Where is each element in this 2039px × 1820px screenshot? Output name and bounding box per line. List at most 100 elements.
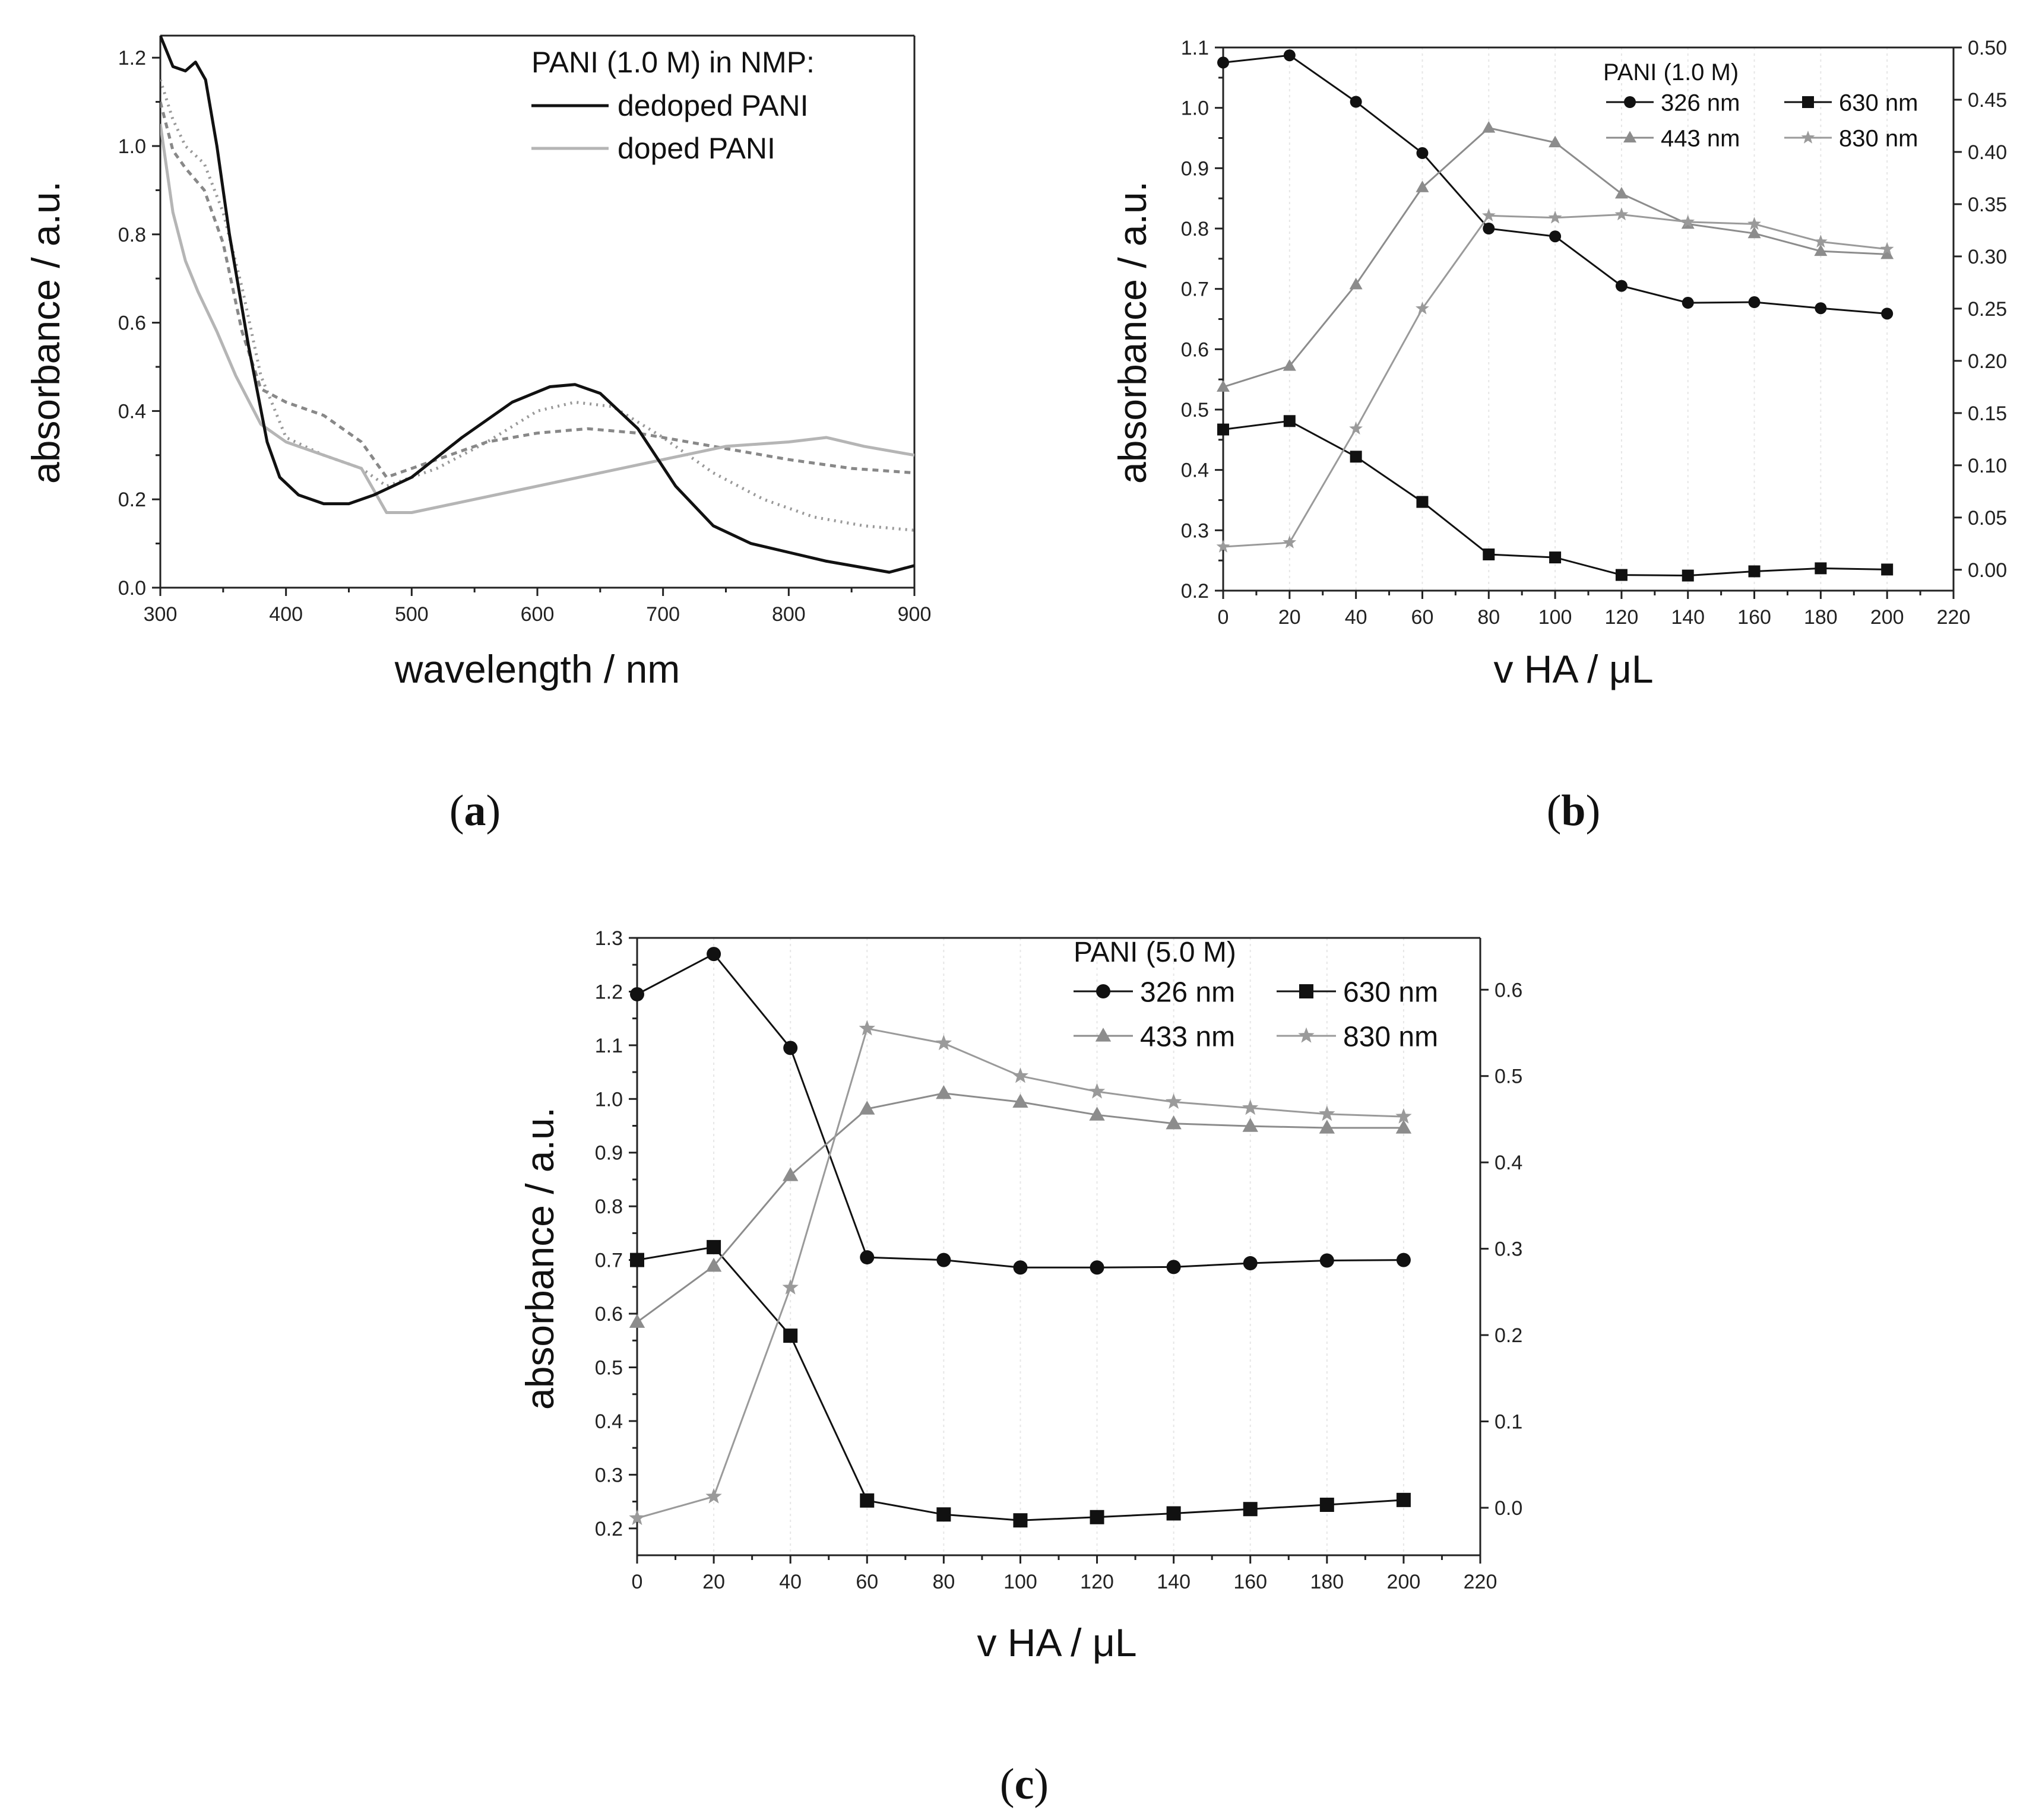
panel-b-x-tick-label: 120	[1605, 606, 1639, 629]
panel-c-triangle-point	[705, 1257, 722, 1272]
panel-b-y-tick-label: 0.4	[1181, 459, 1209, 482]
panel-c-square-point	[1090, 1510, 1104, 1524]
panel-c: 0 20 40 60 80 100 120 140 160 180 200 220 0.2 0.3 0.4 0…	[518, 927, 1522, 1809]
panel-b-star-point	[1416, 301, 1429, 315]
panel-b-y-tick-label: 0.6	[1181, 338, 1209, 361]
panel-b-x-tick-label: 200	[1870, 606, 1904, 629]
panel-c-square-point	[936, 1507, 951, 1522]
panel-b-legend-label: 443 nm	[1661, 125, 1740, 151]
panel-b-square-point	[1881, 563, 1894, 576]
panel-c-x-tick-label: 200	[1387, 1571, 1421, 1593]
panel-a-series-doped-pani	[160, 123, 914, 514]
panel-c-y-tick-label: 0.8	[595, 1196, 623, 1218]
panel-b-triangle-point	[1814, 244, 1828, 256]
panel-b-y-tick-label: 1.0	[1181, 97, 1209, 120]
panel-a-x-tick-label: 700	[646, 603, 680, 626]
panel-a-y-tick-label: 0.6	[118, 312, 146, 335]
panel-b-triangle-point	[1217, 380, 1230, 392]
panel-b-legend-star-marker	[1801, 131, 1815, 144]
panel-c-star-point	[935, 1035, 952, 1051]
panel-b-legend-label: 830 nm	[1839, 125, 1918, 151]
panel-c-circle-point	[707, 947, 721, 962]
panel-a-y-tick-label: 1.0	[118, 135, 146, 158]
panel-b-y2-tick-label: 0.50	[1968, 37, 2007, 59]
panel-a-legend-title: PANI (1.0 M) in NMP:	[531, 46, 815, 79]
panel-b-x-tick-label: 80	[1477, 606, 1500, 629]
panel-c-x-tick-label: 20	[702, 1571, 725, 1593]
panel-b-star-point	[1614, 207, 1629, 221]
panel-a-y-tick-label: 0.2	[118, 489, 146, 511]
panel-b-triangle-point	[1349, 277, 1363, 290]
panel-b-y-tick-label: 0.2	[1181, 580, 1209, 603]
panel-b-triangle-point	[1283, 359, 1296, 371]
panel-c-y-tick-label: 0.6	[595, 1303, 623, 1326]
panel-b-star-point	[1880, 242, 1894, 255]
panel-b-legend-circle-marker	[1624, 96, 1636, 108]
panel-b-triangle-point	[1614, 186, 1628, 199]
panel-b-y-tick-label: 0.9	[1181, 157, 1209, 180]
panel-b-letter: b	[1561, 787, 1585, 835]
panel-c-x-tick-label: 180	[1310, 1571, 1344, 1593]
panel-b-circle-point	[1881, 307, 1894, 320]
panel-b-y2-tick-label: 0.20	[1968, 350, 2007, 373]
panel-c-legend-label: 433 nm	[1140, 1021, 1235, 1052]
panel-c-y-tick-label: 0.2	[595, 1518, 623, 1540]
panel-b-star-point	[1283, 535, 1297, 548]
panel-b-circle-point	[1416, 147, 1429, 159]
panel-c-circle-point	[630, 987, 644, 1001]
panel-c-y2-tick-label: 0.5	[1495, 1066, 1522, 1088]
panel-c-circle-point	[860, 1250, 875, 1265]
panel-c-triangle-point	[1319, 1120, 1335, 1134]
panel-a-legend-doped-label: doped PANI	[618, 132, 775, 165]
panel-b-square-point	[1217, 423, 1229, 436]
panel-c-triangle-point	[629, 1314, 645, 1328]
panel-b-star-point	[1349, 421, 1363, 435]
panel-c-legend-title: PANI (5.0 M)	[1074, 937, 1236, 968]
panel-b-square-point	[1615, 569, 1628, 581]
panel-b: 0 20 40 60 80 100 120 140 160 180 200 2200.20.30.40…	[1110, 37, 2007, 835]
panel-b-y2-tick-label: 0.40	[1968, 141, 2007, 164]
panel-b-circle-point	[1682, 297, 1694, 309]
panel-c-y-tick-label: 0.7	[595, 1250, 623, 1272]
panel-c-circle-point	[1396, 1253, 1411, 1267]
panel-c-triangle-point	[1242, 1118, 1258, 1132]
panel-b-x-tick-label: 40	[1345, 606, 1367, 629]
panel-b-x-tick-label: 60	[1411, 606, 1434, 629]
panel-b-x-tick-label: 160	[1737, 606, 1771, 629]
panel-c-xlabel: v HA / μL	[977, 1621, 1136, 1664]
panel-c-y-tick-label: 0.5	[595, 1356, 623, 1379]
panel-c-triangle-point	[782, 1167, 799, 1181]
panel-c-triangle-point	[1395, 1120, 1412, 1134]
panel-c-legend-square-marker	[1299, 984, 1313, 998]
panel-c-x-tick-label: 160	[1233, 1571, 1267, 1593]
panel-b-x-tick-label: 0	[1218, 606, 1229, 629]
panel-b-x-tick-label: 100	[1538, 606, 1572, 629]
panel-b-y-tick-label: 0.5	[1181, 399, 1209, 421]
panel-b-y-tick-label: 0.8	[1181, 218, 1209, 240]
panel-c-star-point	[782, 1279, 799, 1295]
panel-c-x-tick-label: 0	[632, 1571, 643, 1593]
panel-c-triangle-point	[859, 1101, 875, 1115]
panel-b-legend-square-marker	[1802, 96, 1814, 108]
panel-b-square-point	[1416, 496, 1429, 508]
panel-b-triangle-point	[1482, 121, 1496, 133]
panel-b-y2-tick-label: 0.30	[1968, 246, 2007, 268]
panel-b-star-point	[1548, 210, 1562, 224]
panel-b-square-point	[1682, 569, 1694, 582]
panel-b-y2-tick-label: 0.25	[1968, 298, 2007, 321]
panel-c-square-point	[630, 1253, 644, 1267]
panel-c-circle-point	[783, 1041, 798, 1055]
panel-b-star-point	[1481, 208, 1496, 221]
panel-c-circle-point	[1013, 1260, 1028, 1275]
panel-c-square-point	[1166, 1506, 1181, 1521]
panel-b-ylabel: absorbance / a.u.	[1110, 181, 1154, 484]
panel-b-circle-point	[1483, 223, 1495, 234]
panel-b-triangle-point	[1549, 135, 1562, 148]
panel-c-square-point	[1243, 1502, 1258, 1517]
panel-c-legend-label: 630 nm	[1343, 976, 1438, 1008]
panel-c-square-point	[1319, 1497, 1334, 1512]
panel-b-square-point	[1748, 565, 1761, 578]
panel-c-label: (c)	[1000, 1760, 1049, 1809]
panel-c-y2-tick-label: 0.3	[1495, 1238, 1522, 1261]
panel-c-star-point	[1165, 1093, 1182, 1109]
